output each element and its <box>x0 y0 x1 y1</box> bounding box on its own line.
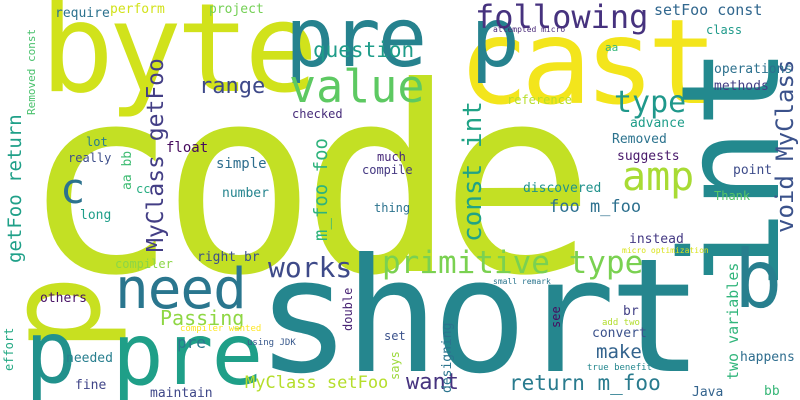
word-short: short <box>256 225 704 400</box>
word-convert: convert <box>592 326 647 341</box>
word-float: float <box>166 140 209 156</box>
word-bb: bb <box>764 384 780 399</box>
word-b: b <box>734 233 783 326</box>
word-compiler-wanted: compiler wanted <box>180 324 262 334</box>
word-return-m-foo: return m_foo <box>509 371 661 395</box>
word-const-int: const int <box>458 101 488 242</box>
word-myclass-setfoo: MyClass setFoo <box>245 373 389 393</box>
word-designing: designing <box>440 322 455 393</box>
word-m-foo-foo: m_foo foo <box>310 138 332 241</box>
word-java: Java <box>692 385 724 400</box>
word-perform: perform <box>110 2 165 17</box>
word-primitive-type: primitive type <box>382 245 644 281</box>
word-value: value <box>289 60 425 113</box>
word-need: need <box>115 257 247 322</box>
word-simple: simple <box>216 156 267 172</box>
word-fine: fine <box>75 378 107 393</box>
word-says: says <box>388 351 402 380</box>
word-advance: advance <box>630 116 685 131</box>
word-pre-small: pre <box>177 333 206 352</box>
word-range: range <box>199 74 266 99</box>
word-suggests: suggests <box>617 149 680 164</box>
word-project: project <box>209 2 264 17</box>
word-using-jdk: using JDK <box>247 338 296 348</box>
word-question: question <box>313 38 415 62</box>
word-pre-p: pre p <box>285 0 520 86</box>
word-methods: methods <box>714 79 769 94</box>
word-thing: thing <box>374 201 411 215</box>
word-amp: amp <box>622 154 695 200</box>
word-discovered: discovered <box>523 181 602 196</box>
word-cast: cast <box>458 0 718 131</box>
word-void-myclass: void MyClass <box>771 59 799 233</box>
word-true-benefit: true benefit <box>587 363 653 373</box>
word-others: others <box>40 291 87 306</box>
word-needed: needed <box>66 351 113 366</box>
word-compiler: compiler <box>115 257 173 271</box>
word-two-variables: two variables <box>724 262 742 380</box>
word-cc: cc <box>136 182 151 196</box>
word-code: code <box>22 32 595 332</box>
word-see: see <box>549 306 563 328</box>
word-want: want <box>406 370 459 395</box>
word-set: set <box>384 329 406 343</box>
word-instead: instead <box>629 232 684 247</box>
word-type: type <box>614 85 687 120</box>
word-pre: pre <box>112 305 263 400</box>
word-long: long <box>80 208 112 223</box>
word-compile: compile <box>362 163 413 177</box>
word-right-br: right br <box>197 250 260 265</box>
word-double: double <box>341 287 355 331</box>
word-aa-bb: aa bb <box>120 150 135 190</box>
word-works: works <box>268 251 353 284</box>
word-checked: checked <box>292 107 343 121</box>
word-aa: aa <box>605 41 619 54</box>
word-make: make <box>596 341 642 363</box>
word-removed-const: Removed const <box>25 28 38 115</box>
word-foo-m-foo: foo m_foo <box>549 197 642 217</box>
word-small-remark: small remark <box>493 277 551 286</box>
word-really: really <box>68 151 112 165</box>
word-lot: lot <box>86 135 108 149</box>
word-br: br <box>623 304 639 319</box>
word-micro-optimization: micro optimization <box>622 246 709 255</box>
word-class: class <box>706 23 743 37</box>
word-attempted-micro: attempted micro <box>493 25 566 34</box>
word-thank: Thank <box>714 189 751 203</box>
word-operations: operations <box>714 62 793 77</box>
word-following: following <box>475 0 649 36</box>
word-maintain: maintain <box>150 386 213 400</box>
word-happens: happens <box>740 350 795 365</box>
word-add-two: add two <box>602 318 640 328</box>
word-effort: effort <box>2 327 16 371</box>
word-number: number <box>222 186 269 201</box>
word-point: point <box>733 163 773 178</box>
word-setfoo-const: setFoo const <box>654 1 763 19</box>
word-reference: reference <box>507 93 573 107</box>
word-much: much <box>377 150 406 164</box>
word-getfoo-return: getFoo return <box>4 114 26 263</box>
word-require: require <box>55 6 110 21</box>
word-c: c <box>60 164 86 213</box>
word-myclass-getfoo: MyClass getFoo <box>143 58 169 252</box>
word-p: p <box>25 303 77 400</box>
word-byte: byte <box>40 0 318 121</box>
word-removed: Removed <box>612 132 667 147</box>
word-passing: Passing <box>160 306 245 330</box>
